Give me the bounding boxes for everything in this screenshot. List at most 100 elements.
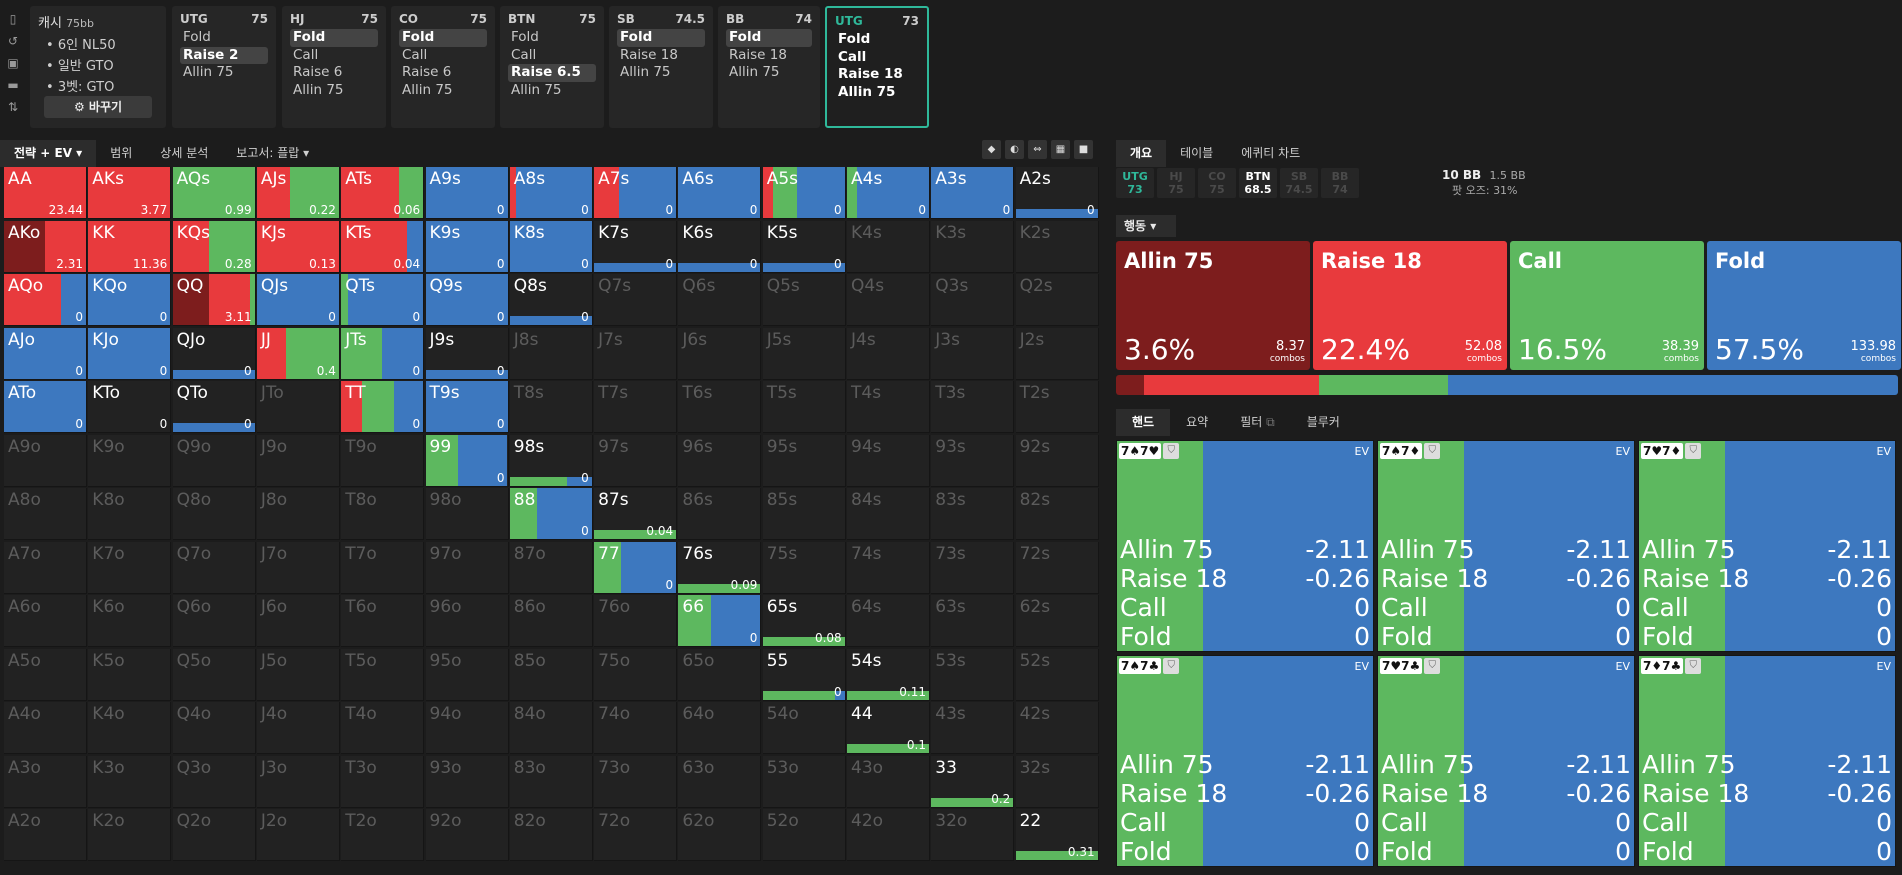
hand-cell-87o[interactable]: 87o bbox=[509, 541, 593, 594]
hand-cell-qjs[interactable]: QJs 0 bbox=[256, 274, 340, 326]
hand-cell-87s[interactable]: 87s 0.04 bbox=[594, 488, 678, 540]
hand-combo-card[interactable]: 7♠7♣ ⛉ EV Allin 75 -2.11 Raise 18 -0.26 Call 0 Fo… bbox=[1116, 655, 1374, 867]
hand-cell-j6s[interactable]: J6s bbox=[678, 327, 762, 380]
hand-cell-q2s[interactable]: Q2s bbox=[1015, 274, 1099, 326]
hand-cell-t6s[interactable]: T6s bbox=[678, 381, 762, 433]
square-view-icon[interactable]: ■ bbox=[1074, 140, 1093, 159]
hand-cell-a4s[interactable]: A4s 0 bbox=[847, 167, 930, 219]
hand-cell-a6s[interactable]: A6s 0 bbox=[678, 167, 762, 219]
hand-cell-32o[interactable]: 32o bbox=[931, 809, 1015, 861]
hand-cell-75o[interactable]: 75o bbox=[594, 648, 678, 701]
hand-cell-86s[interactable]: 86s bbox=[678, 488, 762, 540]
hand-cell-k8o[interactable]: K8o bbox=[88, 488, 172, 540]
seat-utg[interactable]: UTG 73 bbox=[1116, 168, 1154, 198]
action-option[interactable]: Call bbox=[293, 46, 319, 63]
hand-cell-43s[interactable]: 43s bbox=[931, 702, 1015, 754]
hand-cell-a7o[interactable]: A7o bbox=[4, 541, 87, 594]
hand-cell-96o[interactable]: 96o bbox=[425, 595, 509, 647]
hand-cell-a7s[interactable]: A7s 0 bbox=[594, 167, 678, 219]
hand-cell-93o[interactable]: 93o bbox=[425, 755, 509, 808]
hand-cell-73s[interactable]: 73s bbox=[931, 541, 1015, 594]
hand-cell-a3s[interactable]: A3s 0 bbox=[931, 167, 1015, 219]
hand-cell-aa[interactable]: AA 23.44 bbox=[4, 167, 87, 219]
seat-btn[interactable]: BTN 68.5 bbox=[1239, 168, 1277, 198]
action-option[interactable]: Call bbox=[838, 48, 867, 65]
hand-cell-q5s[interactable]: Q5s bbox=[762, 274, 846, 326]
hand-cell-a9s[interactable]: A9s 0 bbox=[425, 167, 509, 219]
action-option[interactable]: Raise 18 bbox=[620, 46, 678, 63]
hand-cell-t3o[interactable]: T3o bbox=[341, 755, 425, 808]
contrast-icon[interactable]: ◐ bbox=[1005, 140, 1024, 159]
hand-cell-kto[interactable]: KTo 0 bbox=[88, 381, 172, 433]
action-box-fold[interactable]: Fold 57.5% 133.98 combos bbox=[1707, 241, 1901, 370]
hand-cell-q6o[interactable]: Q6o bbox=[172, 595, 256, 647]
hand-cell-q3o[interactable]: Q3o bbox=[172, 755, 256, 808]
hand-cell-q8o[interactable]: Q8o bbox=[172, 488, 256, 540]
hand-cell-q7o[interactable]: Q7o bbox=[172, 541, 256, 594]
hand-cell-95s[interactable]: 95s bbox=[762, 434, 846, 487]
hand-cell-j6o[interactable]: J6o bbox=[256, 595, 340, 647]
hand-cell-t7o[interactable]: T7o bbox=[341, 541, 425, 594]
action-option[interactable]: Raise 18 bbox=[838, 66, 903, 82]
hand-cell-52o[interactable]: 52o bbox=[762, 809, 846, 861]
hand-combo-card[interactable]: 7♦7♣ ⛉ EV Allin 75 -2.11 Raise 18 -0.26 Call 0 Fo… bbox=[1638, 655, 1896, 867]
hand-cell-98o[interactable]: 98o bbox=[425, 488, 509, 540]
hand-cell-kts[interactable]: KTs 0.04 bbox=[341, 220, 425, 273]
seat-bb[interactable]: BB 74 bbox=[1321, 168, 1359, 198]
hand-cell-43o[interactable]: 43o bbox=[847, 755, 930, 808]
hand-combo-card[interactable]: 7♥7♦ ⛉ EV Allin 75 -2.11 Raise 18 -0.26 Call 0 Fo… bbox=[1638, 440, 1896, 652]
hand-cell-k2o[interactable]: K2o bbox=[88, 809, 172, 861]
hand-cell-a2s[interactable]: A2s 0 bbox=[1015, 167, 1099, 219]
action-option[interactable]: Raise 2 bbox=[180, 46, 268, 64]
hand-cell-k5s[interactable]: K5s 0 bbox=[762, 220, 846, 273]
hand-cell-j9s[interactable]: J9s 0 bbox=[425, 327, 509, 380]
hand-cell-63s[interactable]: 63s bbox=[931, 595, 1015, 647]
hand-cell-53o[interactable]: 53o bbox=[762, 755, 846, 808]
hand-cell-k8s[interactable]: K8s 0 bbox=[509, 220, 593, 273]
hand-cell-j5o[interactable]: J5o bbox=[256, 648, 340, 701]
hand-cell-77[interactable]: 77 0 bbox=[594, 541, 678, 594]
hand-cell-k3o[interactable]: K3o bbox=[88, 755, 172, 808]
reset-icon[interactable]: ↺ bbox=[7, 34, 19, 48]
hand-cell-t5o[interactable]: T5o bbox=[341, 648, 425, 701]
hand-combo-card[interactable]: 7♠7♥ ⛉ EV Allin 75 -2.11 Raise 18 -0.26 Call 0 Fo… bbox=[1116, 440, 1374, 652]
gamepad-icon[interactable]: ▬ bbox=[7, 78, 19, 92]
hand-cell-qq[interactable]: QQ 3.11 bbox=[172, 274, 256, 326]
hand-cell-62o[interactable]: 62o bbox=[678, 809, 762, 861]
hand-cell-65s[interactable]: 65s 0.08 bbox=[762, 595, 846, 647]
action-option[interactable]: Fold bbox=[183, 29, 211, 45]
hand-cell-a8s[interactable]: A8s 0 bbox=[509, 167, 593, 219]
hand-cell-tt[interactable]: TT 0 bbox=[341, 381, 425, 433]
hand-cell-83o[interactable]: 83o bbox=[509, 755, 593, 808]
action-option[interactable]: Allin 75 bbox=[293, 81, 344, 98]
hand-cell-83s[interactable]: 83s bbox=[931, 488, 1015, 540]
hand-cell-22[interactable]: 22 0.31 bbox=[1015, 809, 1099, 861]
hand-combo-card[interactable]: 7♠7♦ ⛉ EV Allin 75 -2.11 Raise 18 -0.26 Call 0 Fo… bbox=[1377, 440, 1635, 652]
action-option[interactable]: Fold bbox=[726, 29, 812, 47]
hand-cell-kqo[interactable]: KQo 0 bbox=[88, 274, 172, 326]
hand-cell-44[interactable]: 44 0.1 bbox=[847, 702, 930, 754]
hand-cell-74s[interactable]: 74s bbox=[847, 541, 930, 594]
hand-cell-kk[interactable]: KK 11.36 bbox=[88, 220, 172, 273]
hand-cell-q3s[interactable]: Q3s bbox=[931, 274, 1015, 326]
hand-cell-t9s[interactable]: T9s 0 bbox=[425, 381, 509, 433]
action-option[interactable]: Allin 75 bbox=[402, 81, 453, 98]
hand-cell-85o[interactable]: 85o bbox=[509, 648, 593, 701]
hand-cell-54o[interactable]: 54o bbox=[762, 702, 846, 754]
hand-cell-k4o[interactable]: K4o bbox=[88, 702, 172, 754]
tab-table[interactable]: 테이블 bbox=[1180, 146, 1214, 160]
action-option[interactable]: Raise 6 bbox=[402, 64, 452, 80]
hand-cell-t7s[interactable]: T7s bbox=[594, 381, 678, 433]
hand-cell-k9o[interactable]: K9o bbox=[88, 434, 172, 487]
hand-cell-kjo[interactable]: KJo 0 bbox=[88, 327, 172, 380]
hand-cell-k6o[interactable]: K6o bbox=[88, 595, 172, 647]
hand-cell-t9o[interactable]: T9o bbox=[341, 434, 425, 487]
hand-cell-52s[interactable]: 52s bbox=[1015, 648, 1099, 701]
hand-cell-k7o[interactable]: K7o bbox=[88, 541, 172, 594]
hand-cell-86o[interactable]: 86o bbox=[509, 595, 593, 647]
hand-cell-ajs[interactable]: AJs 0.22 bbox=[256, 167, 340, 219]
hand-cell-42o[interactable]: 42o bbox=[847, 809, 930, 861]
seat-sb[interactable]: SB 74.5 bbox=[1280, 168, 1318, 198]
hand-cell-jto[interactable]: JTo bbox=[256, 381, 340, 433]
action-option[interactable]: Raise 6.5 bbox=[508, 64, 596, 82]
